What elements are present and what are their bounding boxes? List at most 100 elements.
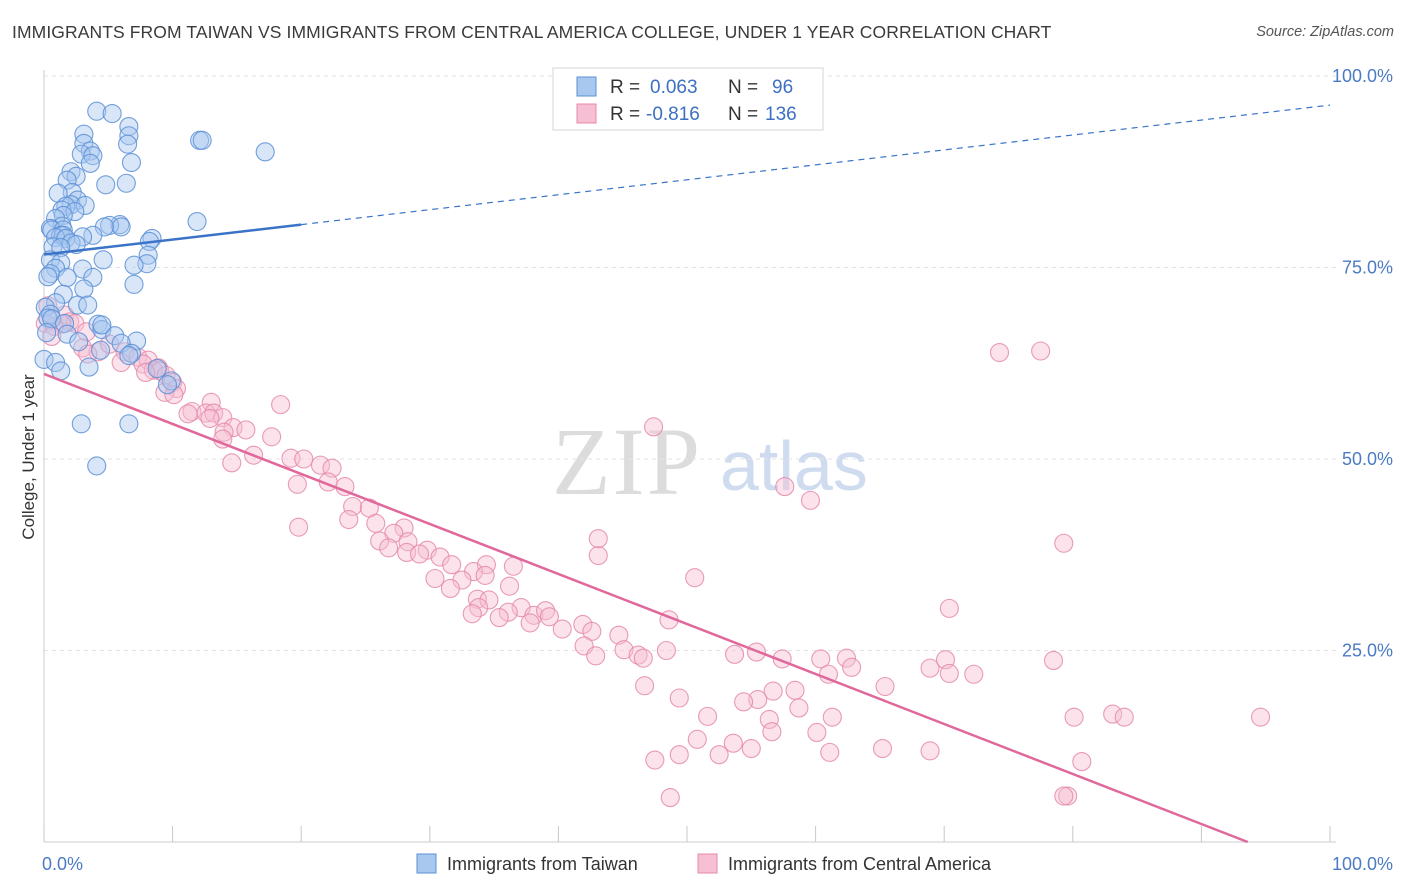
taiwan-point [71,414,91,434]
taiwan-point [187,211,207,232]
taiwan-point [46,293,66,313]
taiwan-point [102,103,122,124]
legend-r-label-central-america: R = [610,104,640,125]
central-america-point [588,529,608,549]
series-taiwan-points [34,101,275,476]
central-america-point [628,645,648,665]
central-america-point [136,362,156,382]
central-america-point [178,404,198,424]
taiwan-point [121,343,141,363]
central-america-point [759,709,779,729]
central-america-point [236,420,256,440]
central-america-point [1054,533,1074,553]
central-america-point [842,657,862,677]
central-america-point [1072,752,1092,772]
central-america-point [775,477,795,497]
chart-source: Source: ZipAtlas.com [1256,24,1394,40]
central-america-point [800,490,821,510]
taiwan-trend-line-extension [301,104,1331,226]
central-america-point [644,417,664,437]
taiwan-point [38,267,58,287]
taiwan-point [96,175,116,195]
central-america-point [271,395,291,415]
watermark-atlas: atlas [720,427,868,505]
taiwan-point [255,142,275,162]
taiwan-point [147,359,167,379]
bottom-legend-label-taiwan: Immigrants from Taiwan [447,854,638,874]
central-america-point [685,568,705,588]
central-america-point [656,640,676,661]
central-america-point [310,455,331,475]
taiwan-point [75,195,95,216]
central-america-point [442,555,462,575]
legend-swatch-central-america [576,103,597,124]
taiwan-point [119,346,139,366]
taiwan-point [83,146,103,166]
central-america-point [214,422,234,442]
taiwan-point [73,227,93,247]
taiwan-point [78,295,98,315]
legend-box [552,67,824,131]
central-america-point [1031,341,1051,361]
taiwan-point [157,375,178,395]
taiwan-point [37,323,57,343]
central-america-point [762,722,782,742]
legend-r-value-taiwan: 0.063 [650,77,698,98]
central-america-point [687,729,707,749]
legend-r-label-taiwan: R = [610,77,640,98]
y-tick-labels: 25.0% 50.0% 75.0% 100.0% [1332,66,1393,661]
legend-swatch-taiwan [576,76,597,97]
taiwan-point [192,130,212,150]
central-america-point [989,342,1010,363]
central-america-point [289,517,309,537]
taiwan-point [118,134,138,154]
taiwan-point [83,225,103,245]
central-america-point [669,745,689,765]
central-america-point [1114,707,1134,727]
taiwan-point [74,279,94,299]
central-america-point [339,509,359,530]
axes [43,70,1336,843]
taiwan-trend-line [43,223,302,256]
central-america-point [499,576,520,596]
taiwan-point [91,340,111,360]
series-central-america-points [35,296,1271,808]
central-america-point [660,788,680,808]
central-america-point [822,707,842,727]
central-america-point [807,722,827,743]
central-america-point [489,608,509,628]
y-tick-label: 50.0% [1342,449,1393,469]
watermark-zip: ZIP [552,408,702,515]
central-america-point [440,578,460,599]
central-america-point [789,698,809,718]
central-america-point [820,742,840,762]
taiwan-point [111,333,131,353]
chart-title: IMMIGRANTS FROM TAIWAN VS IMMIGRANTS FRO… [12,22,1052,42]
central-america-point [836,648,857,668]
gridlines [44,75,1336,651]
legend-n-value-taiwan: 96 [772,77,793,98]
central-america-point [588,545,608,566]
legend-n-value-central-america: 136 [765,104,797,125]
legend-r-value-central-america: -0.816 [646,104,700,125]
trend-lines [43,104,1331,844]
taiwan-point [67,295,87,315]
taiwan-point [121,153,141,173]
central-america-point [609,625,629,645]
bottom-legend-label-central-america: Immigrants from Central America [728,854,992,874]
taiwan-point [105,326,125,346]
central-america-point [939,598,959,618]
taiwan-point [57,267,77,288]
bottom-legend-swatch-central-america [697,853,718,874]
legend-n-label-central-america: N = [728,104,758,125]
taiwan-point [34,349,54,369]
central-america-point [1054,786,1074,806]
central-america-point [725,644,745,664]
taiwan-point [111,217,131,237]
central-america-point [698,706,718,726]
watermark: ZIP atlas [552,408,868,515]
central-america-point [204,403,224,423]
central-america-point [1103,704,1123,724]
central-america-point [1043,650,1064,671]
